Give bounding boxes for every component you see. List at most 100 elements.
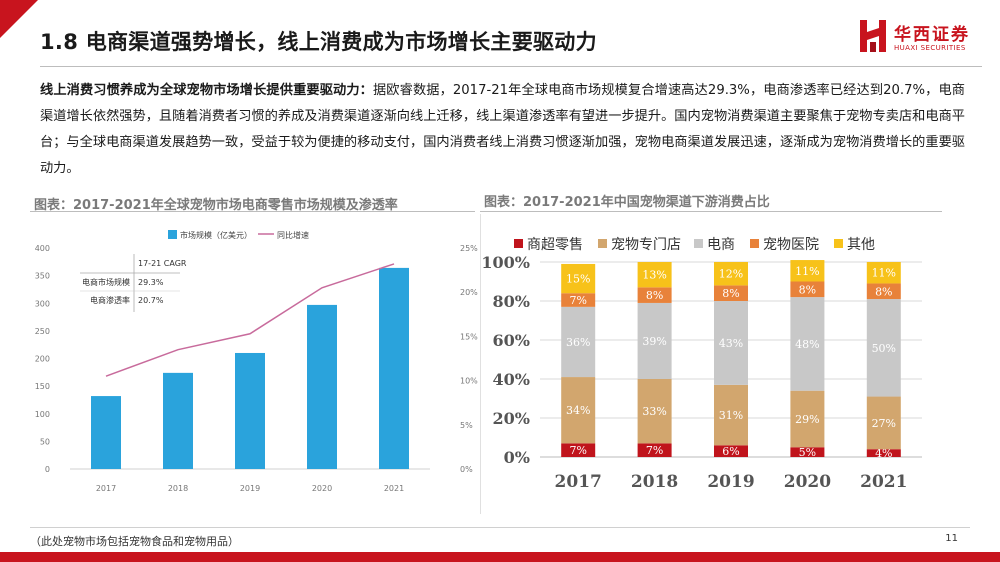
legend-swatch — [694, 239, 703, 248]
footer-divider — [30, 527, 970, 528]
data-label: 7% — [569, 444, 586, 457]
footer-bar — [0, 552, 1000, 562]
stacked-bar-segment — [866, 396, 901, 450]
company-logo: 华西证券 HUAXI SECURITIES — [858, 18, 988, 58]
y-tick-label: 60% — [493, 331, 530, 350]
stacked-bar-segment — [561, 263, 596, 294]
inset-table-row-label: 电商渗透率 — [90, 295, 130, 305]
legend-swatch — [514, 239, 523, 248]
y-left-tick-label: 50 — [40, 437, 50, 446]
y-left-tick-label: 400 — [35, 244, 50, 253]
x-tick-label: 2020 — [784, 472, 831, 492]
x-tick-label: 2019 — [240, 484, 260, 493]
inset-table-row-value: 20.7% — [138, 296, 164, 305]
data-label: 48% — [795, 338, 819, 351]
data-label: 27% — [872, 417, 896, 430]
stacked-bar-segment — [790, 281, 825, 298]
stacked-bar-segment — [866, 262, 901, 284]
x-tick-label: 2018 — [168, 484, 188, 493]
legend-swatch-market-size — [168, 230, 177, 239]
data-label: 8% — [646, 289, 663, 302]
legend-label: 其他 — [847, 237, 875, 253]
stacked-bar-segment — [714, 384, 748, 446]
y-right-tick-label: 15% — [460, 332, 478, 341]
inset-table-header: 17-21 CAGR — [138, 259, 187, 268]
data-label: 36% — [566, 336, 590, 349]
logo-text-en: HUAXI SECURITIES — [894, 44, 966, 52]
data-label: 31% — [719, 409, 743, 422]
x-tick-label: 2017 — [555, 472, 602, 492]
logo-text-cn: 华西证券 — [894, 25, 970, 45]
legend-swatch — [750, 239, 759, 248]
x-tick-label: 2017 — [96, 484, 116, 493]
y-right-tick-label: 20% — [460, 288, 478, 297]
stacked-bar-segment — [561, 443, 596, 457]
x-tick-label: 2018 — [631, 472, 678, 492]
y-tick-label: 40% — [493, 370, 530, 389]
inset-table-row-label: 电商市场规模 — [82, 277, 130, 287]
paragraph-lead: 线上消费习惯养成为全球宠物市场增长提供重要驱动力： — [40, 83, 373, 98]
stacked-bar-segment — [790, 447, 825, 457]
y-right-tick-label: 10% — [460, 377, 478, 386]
data-label: 4% — [875, 447, 892, 460]
stacked-bar-segment — [561, 293, 596, 307]
legend-label: 宠物专门店 — [611, 237, 681, 253]
footnote: （此处宠物市场包括宠物食品和宠物用品） — [30, 535, 239, 548]
y-left-tick-label: 200 — [35, 355, 50, 364]
y-tick-label: 100% — [481, 253, 530, 272]
legend-label-yoy-growth: 同比增速 — [277, 230, 309, 240]
data-label: 11% — [795, 265, 819, 278]
y-left-tick-label: 350 — [35, 272, 50, 281]
data-label: 11% — [872, 267, 896, 280]
y-left-tick-label: 0 — [45, 465, 50, 474]
x-tick-label: 2021 — [860, 472, 907, 492]
page-title: 1.8 电商渠道强势增长，线上消费成为市场增长主要驱动力 — [40, 30, 597, 54]
data-label: 39% — [642, 335, 666, 348]
inset-table-row-value: 29.3% — [138, 278, 164, 287]
huaxi-logo-icon — [860, 20, 886, 52]
legend-label: 电商 — [707, 237, 735, 253]
data-label: 34% — [566, 404, 590, 417]
y-left-tick-label: 300 — [35, 299, 50, 308]
data-label: 8% — [875, 285, 892, 298]
stacked-bar-segment — [714, 301, 748, 385]
stacked-bar-segment — [790, 260, 825, 282]
stacked-bar-segment — [714, 262, 748, 286]
x-tick-label: 2019 — [707, 472, 754, 492]
y-right-tick-label: 0% — [460, 465, 473, 474]
page-number: 11 — [945, 533, 958, 544]
data-label: 29% — [795, 413, 819, 426]
stacked-bar-segment — [714, 445, 748, 457]
stacked-bar-segment — [561, 306, 596, 378]
y-left-tick-label: 150 — [35, 382, 50, 391]
legend-label: 宠物医院 — [763, 237, 819, 253]
stacked-bar-segment — [637, 302, 672, 379]
data-label: 15% — [566, 273, 590, 286]
legend-swatch — [834, 239, 843, 248]
paragraph-body: 据欧睿数据，2017-21年全球电商市场规模复合增速高达29.3%，电商渗透率已… — [40, 83, 965, 176]
data-label: 50% — [872, 342, 896, 355]
body-paragraph: 线上消费习惯养成为全球宠物市场增长提供重要驱动力：据欧睿数据，2017-21年全… — [40, 78, 965, 182]
bar-market-size — [307, 304, 337, 469]
y-left-tick-label: 250 — [35, 327, 50, 336]
stacked-bar-segment — [714, 285, 748, 301]
stacked-bar-segment — [561, 377, 596, 444]
global-ecommerce-chart: 0 50 100 150 200 250 300 350 400 0% 5% 10% 15% 20% 25%… — [35, 230, 478, 493]
chart-title-divider-right — [480, 211, 942, 212]
bar-market-size — [91, 396, 121, 469]
x-tick-label: 2021 — [384, 484, 404, 493]
y-right-tick-label: 5% — [460, 421, 473, 430]
stacked-bar-segment — [866, 283, 901, 300]
stacked-bar-segment — [637, 287, 672, 303]
stacked-bar-segment — [637, 443, 672, 457]
corner-accent — [0, 0, 38, 38]
data-label: 12% — [719, 268, 743, 281]
bar-market-size — [235, 352, 265, 469]
bar-market-size — [379, 267, 409, 469]
stacked-bar-segment — [790, 390, 825, 448]
data-label: 13% — [642, 269, 666, 282]
chart-title-divider-left — [30, 211, 475, 212]
x-tick-label: 2020 — [312, 484, 332, 493]
data-label: 7% — [646, 444, 663, 457]
stacked-bar-segment — [866, 299, 901, 397]
